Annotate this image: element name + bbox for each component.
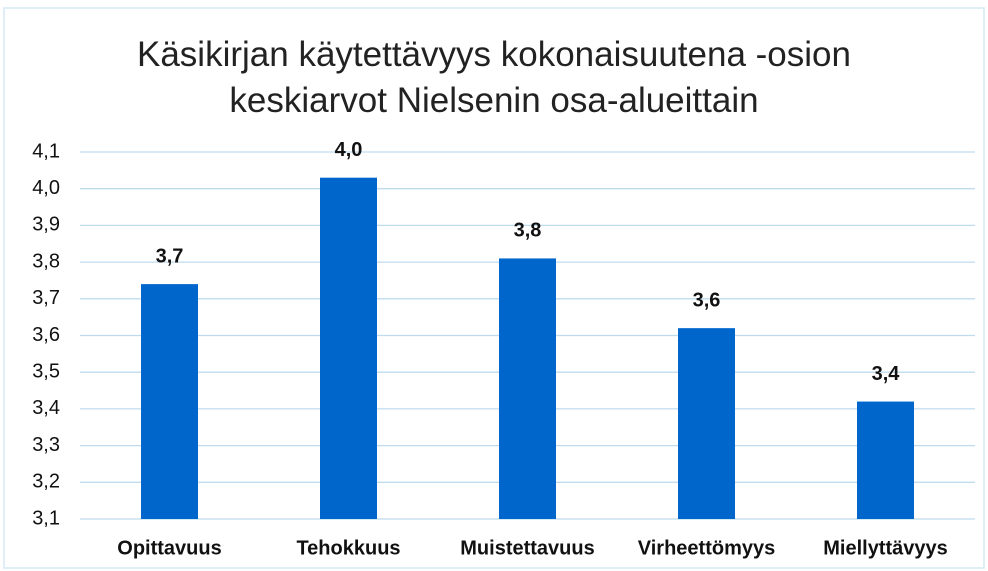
y-tick-label: 3,6 [32,324,60,346]
bar [141,284,198,519]
y-tick-label: 3,2 [32,471,60,493]
y-tick-label: 3,5 [32,360,60,382]
y-tick-label: 3,9 [32,214,60,236]
bar [499,258,556,519]
y-tick-label: 3,7 [32,287,60,309]
bar [857,401,914,519]
data-label: 3,8 [514,220,542,242]
x-tick-label: Opittavuus [117,537,221,559]
data-label: 3,6 [693,289,721,311]
chart-border [3,7,985,569]
chart-title: Käsikirjan käytettävyys kokonaisuutena -… [137,35,851,120]
x-tick-label: Virheettömyys [638,537,775,559]
bar [678,328,735,519]
y-tick-label: 3,3 [32,434,60,456]
y-tick-label: 4,1 [32,140,60,162]
y-tick-label: 4,0 [32,177,60,199]
x-tick-label: Miellyttävyys [823,537,948,559]
y-tick-label: 3,1 [32,507,60,529]
x-tick-label: Tehokkuus [296,537,400,559]
data-label: 4,0 [335,139,363,161]
data-label: 3,4 [872,363,901,385]
data-label: 3,7 [156,245,184,267]
y-tick-label: 3,4 [32,397,60,419]
bar [320,177,377,519]
x-tick-label: Muistettavuus [460,537,594,559]
y-tick-label: 3,8 [32,250,60,272]
